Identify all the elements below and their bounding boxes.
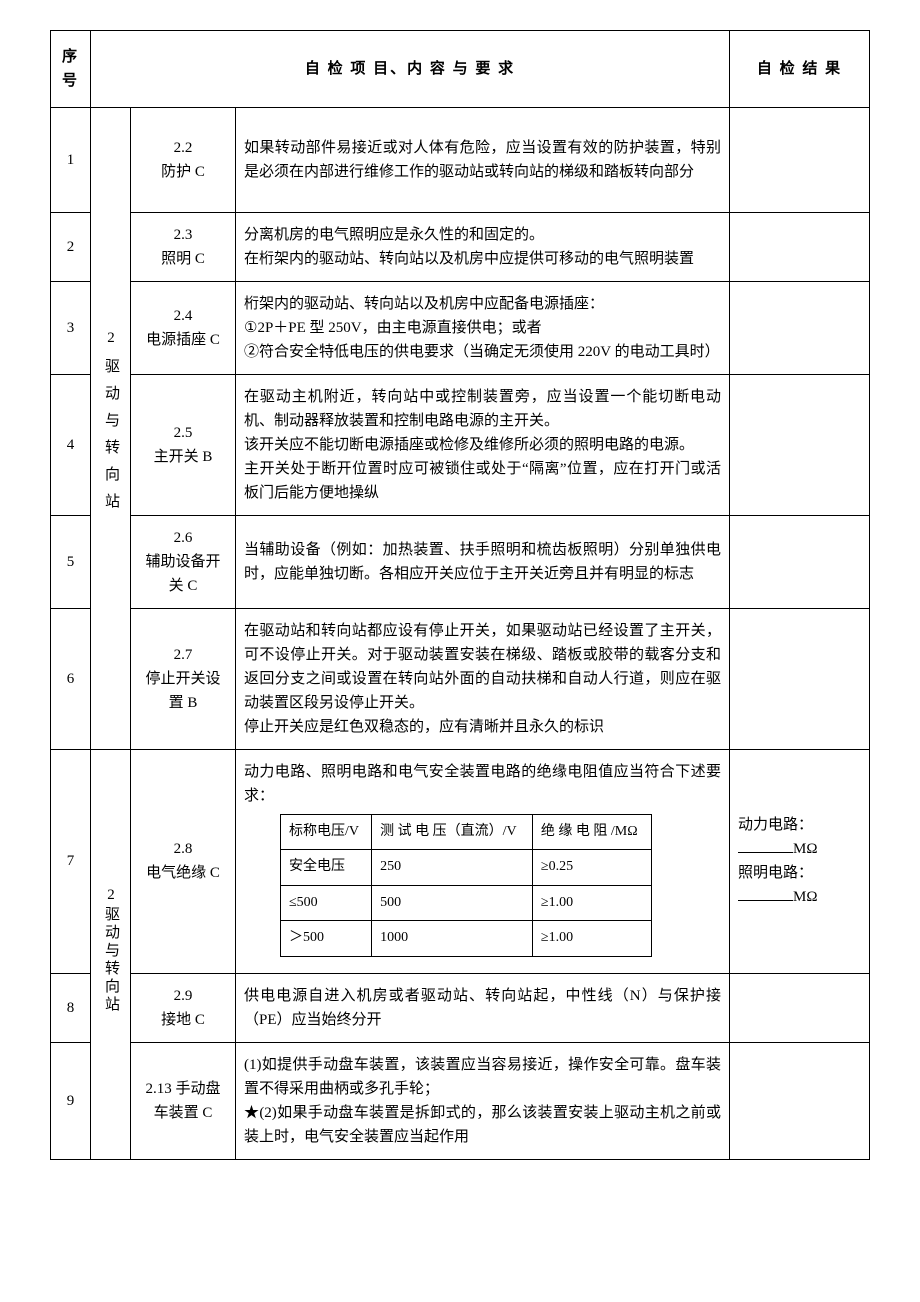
- item-desc: 在驱动站和转向站都应设有停止开关，如果驱动站已经设置了主开关，可不设停止开关。对…: [236, 609, 730, 750]
- category-text: 2驱动与转向站: [99, 330, 123, 520]
- result-cell: [730, 282, 870, 375]
- inner-cell: 安全电压: [281, 850, 372, 885]
- table-row: 3 2.4 电源插座 C 桁架内的驱动站、转向站以及机房中应配备电源插座： ①2…: [51, 282, 870, 375]
- item-name: 2.9 接地 C: [131, 973, 236, 1042]
- item-desc: 动力电路、照明电路和电气安全装置电路的绝缘电阻值应当符合下述要求： 标称电压/V…: [236, 750, 730, 974]
- inner-cell: ≤500: [281, 885, 372, 920]
- inner-h2: 测 试 电 压（直流）/V: [372, 815, 533, 850]
- item-name: 2.2 防护 C: [131, 108, 236, 213]
- result-cell: [730, 609, 870, 750]
- inner-h1: 标称电压/V: [281, 815, 372, 850]
- item-desc: 供电电源自进入机房或者驱动站、转向站起，中性线（N）与保护接（PE）应当始终分开: [236, 973, 730, 1042]
- table-row: 7 2驱动与转向站 2.8 电气绝缘 C 动力电路、照明电路和电气安全装置电路的…: [51, 750, 870, 974]
- header-project: 自 检 项 目、内 容 与 要 求: [91, 31, 730, 108]
- inner-cell: ≥1.00: [532, 921, 651, 956]
- item-name: 2.4 电源插座 C: [131, 282, 236, 375]
- inner-cell: ≥0.25: [532, 850, 651, 885]
- seq-num: 1: [51, 108, 91, 213]
- item-desc: 在驱动主机附近，转向站中或控制装置旁，应当设置一个能切断电动机、制动器释放装置和…: [236, 375, 730, 516]
- table-row: 5 2.6 辅助设备开关 C 当辅助设备（例如：加热装置、扶手照明和梳齿板照明）…: [51, 516, 870, 609]
- result-cell: [730, 1042, 870, 1159]
- item-name: 2.5 主开关 B: [131, 375, 236, 516]
- result-label: 照明电路：: [738, 865, 813, 881]
- item-name: 2.7 停止开关设置 B: [131, 609, 236, 750]
- blank-line: [738, 900, 793, 901]
- result-unit: MΩ: [793, 841, 818, 857]
- result-label: 动力电路：: [738, 817, 813, 833]
- category-text: 2驱动与转向站: [99, 887, 123, 1014]
- category-label: 2驱动与转向站: [91, 108, 131, 750]
- seq-num: 3: [51, 282, 91, 375]
- result-cell: [730, 973, 870, 1042]
- insulation-table: 标称电压/V 测 试 电 压（直流）/V 绝 缘 电 阻 /MΩ 安全电压 25…: [280, 814, 652, 957]
- item-name: 2.8 电气绝缘 C: [131, 750, 236, 974]
- table-row: 4 2.5 主开关 B 在驱动主机附近，转向站中或控制装置旁，应当设置一个能切断…: [51, 375, 870, 516]
- result-cell: [730, 375, 870, 516]
- seq-num: 7: [51, 750, 91, 974]
- result-cell: [730, 108, 870, 213]
- item-name: 2.6 辅助设备开关 C: [131, 516, 236, 609]
- inner-cell: 1000: [372, 921, 533, 956]
- item-name: 2.13 手动盘车装置 C: [131, 1042, 236, 1159]
- seq-num: 4: [51, 375, 91, 516]
- result-unit: MΩ: [793, 889, 818, 905]
- seq-num: 8: [51, 973, 91, 1042]
- header-result: 自 检 结 果: [730, 31, 870, 108]
- inner-cell: 500: [372, 885, 533, 920]
- table-row: 9 2.13 手动盘车装置 C (1)如提供手动盘车装置，该装置应当容易接近，操…: [51, 1042, 870, 1159]
- category-label: 2驱动与转向站: [91, 750, 131, 1160]
- table-row: 6 2.7 停止开关设置 B 在驱动站和转向站都应设有停止开关，如果驱动站已经设…: [51, 609, 870, 750]
- result-cell: [730, 516, 870, 609]
- blank-line: [738, 852, 793, 853]
- header-seq: 序号: [51, 31, 91, 108]
- seq-num: 6: [51, 609, 91, 750]
- seq-num: 9: [51, 1042, 91, 1159]
- item-desc: 分离机房的电气照明应是永久性的和固定的。 在桁架内的驱动站、转向站以及机房中应提…: [236, 213, 730, 282]
- result-cell: [730, 213, 870, 282]
- inner-h3: 绝 缘 电 阻 /MΩ: [532, 815, 651, 850]
- item-name: 2.3 照明 C: [131, 213, 236, 282]
- item-desc: (1)如提供手动盘车装置，该装置应当容易接近，操作安全可靠。盘车装置不得采用曲柄…: [236, 1042, 730, 1159]
- inner-cell: ≥1.00: [532, 885, 651, 920]
- inner-cell: ＞500: [281, 921, 372, 956]
- inner-cell: 250: [372, 850, 533, 885]
- header-row: 序号 自 检 项 目、内 容 与 要 求 自 检 结 果: [51, 31, 870, 108]
- item-desc: 如果转动部件易接近或对人体有危险，应当设置有效的防护装置，特别是必须在内部进行维…: [236, 108, 730, 213]
- item-desc: 桁架内的驱动站、转向站以及机房中应配备电源插座： ①2P＋PE 型 250V，由…: [236, 282, 730, 375]
- table-row: 2 2.3 照明 C 分离机房的电气照明应是永久性的和固定的。 在桁架内的驱动站…: [51, 213, 870, 282]
- seq-num: 2: [51, 213, 91, 282]
- table-row: 8 2.9 接地 C 供电电源自进入机房或者驱动站、转向站起，中性线（N）与保护…: [51, 973, 870, 1042]
- table-row: 1 2驱动与转向站 2.2 防护 C 如果转动部件易接近或对人体有危险，应当设置…: [51, 108, 870, 213]
- desc-preamble: 动力电路、照明电路和电气安全装置电路的绝缘电阻值应当符合下述要求：: [244, 760, 721, 808]
- inspection-table: 序号 自 检 项 目、内 容 与 要 求 自 检 结 果 1 2驱动与转向站 2…: [50, 30, 870, 1160]
- seq-num: 5: [51, 516, 91, 609]
- result-cell: 动力电路： MΩ 照明电路： MΩ: [730, 750, 870, 974]
- item-desc: 当辅助设备（例如：加热装置、扶手照明和梳齿板照明）分别单独供电时，应能单独切断。…: [236, 516, 730, 609]
